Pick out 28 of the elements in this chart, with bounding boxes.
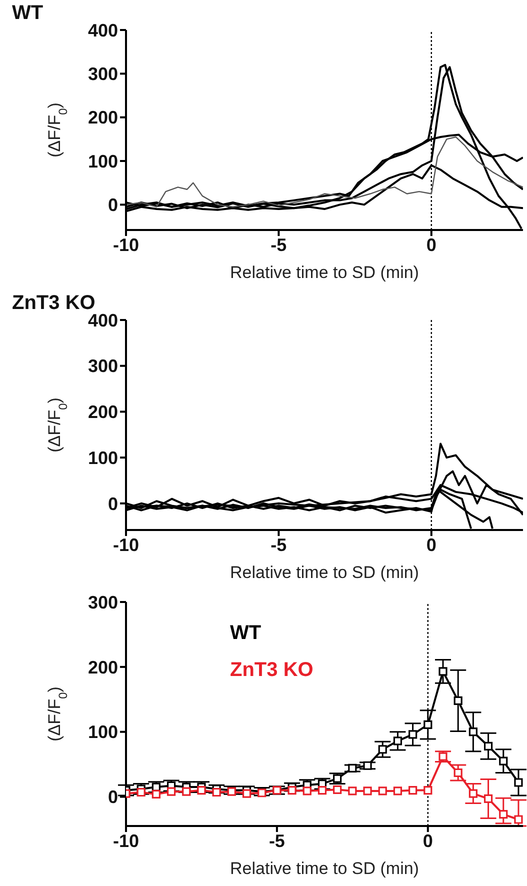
y-tick-label: 0 [108,494,118,514]
y-tick-label: 300 [88,356,118,376]
x-tick-label: -5 [270,534,287,555]
chart-title: WT [12,2,44,25]
y-tick-label: 200 [88,108,118,128]
y-tick-label: 100 [88,448,118,468]
x-axis-title: Relative time to SD (min) [230,563,419,582]
y-tick-label: 200 [88,402,118,422]
x-tick-label: 0 [422,830,433,851]
y-tick-label: 0 [108,195,118,216]
x-tick-label: -10 [112,534,140,555]
y-tick-label: 300 [88,64,118,84]
x-axis-title: Relative time to SD (min) [230,263,419,282]
y-tick-label: 0 [108,787,118,808]
x-tick-label: -5 [270,234,287,255]
text: WT [230,622,262,645]
x-axis-title: Relative time to SD (min) [230,859,419,878]
y-tick-label: 100 [88,722,118,742]
x-tick-label: -10 [112,234,140,255]
y-tick-label: 200 [88,657,118,678]
text: ZnT3 KO [230,659,314,682]
y-tick-label: 100 [88,151,118,172]
y-tick-label: 400 [88,20,118,40]
x-tick-label: 0 [426,234,436,255]
x-tick-label: 0 [426,534,436,555]
x-tick-label: -10 [112,830,140,851]
x-tick-label: -5 [268,830,285,851]
y-tick-label: 300 [88,592,118,612]
